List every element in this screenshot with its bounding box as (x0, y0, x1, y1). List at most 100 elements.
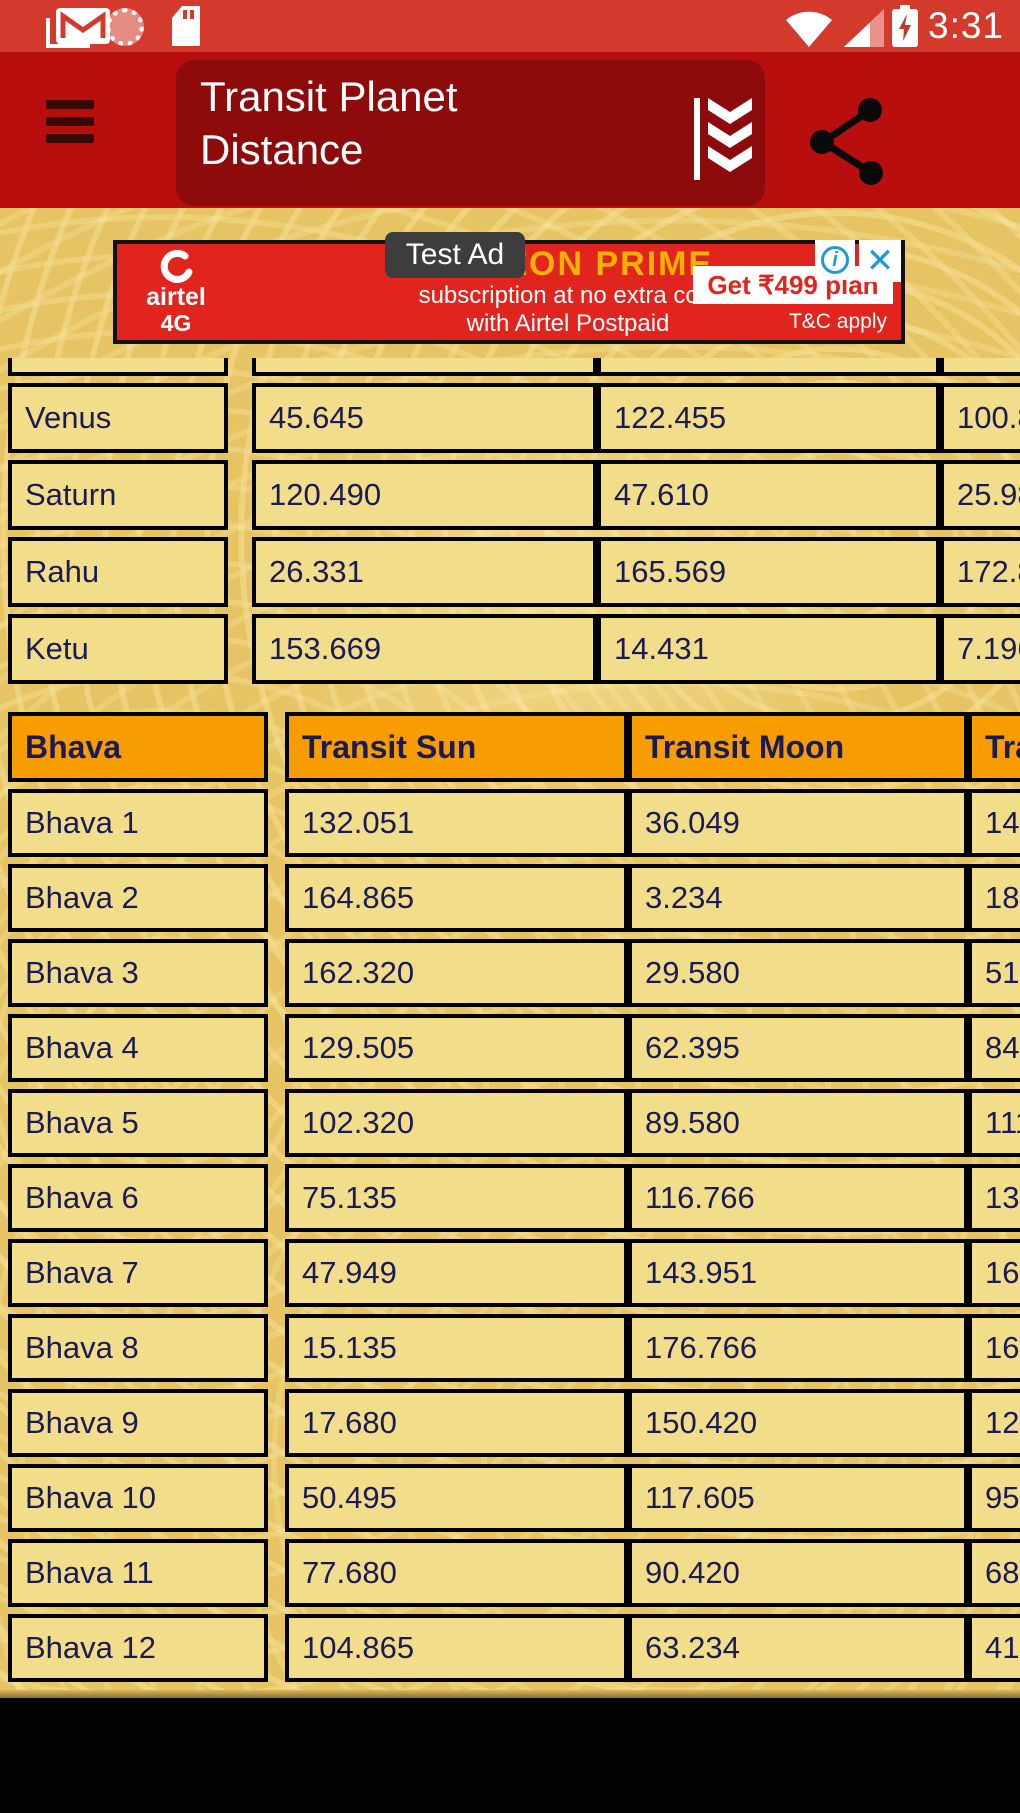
bhava-value-cell: 95. (968, 1464, 1020, 1532)
bhava-value-cell: 62.395 (628, 1014, 968, 1082)
table-row: Bhava 1 132.051 36.049 14. (8, 789, 1020, 857)
share-button[interactable] (806, 96, 888, 188)
menu-button[interactable] (46, 100, 94, 144)
gmail-notification-icon (46, 8, 110, 48)
bhava-value-cell: 15.135 (285, 1314, 628, 1382)
bhava-value-cell: 84. (968, 1014, 1020, 1082)
bhava-value-cell: 143.951 (628, 1239, 968, 1307)
table-row: Saturn 120.490 47.610 25.98 (8, 460, 1020, 530)
ad-brand-text: airtel (146, 282, 206, 311)
bhava-name-cell: Bhava 2 (8, 864, 268, 932)
content-bottom-edge (0, 1690, 1020, 1698)
table-row: Venus 45.645 122.455 100.8 (8, 383, 1020, 453)
planet-value-cell: 120.490 (252, 460, 597, 530)
planet-value-cell: 100.8 (940, 383, 1020, 453)
planet-name-cell: Saturn (8, 460, 228, 530)
bhava-value-cell: 104.865 (285, 1614, 628, 1682)
bhava-col-header-cell: Transit Sun (285, 712, 628, 782)
app-bar: Transit Planet Distance (0, 52, 1020, 208)
planet-value-cell: 172.8 (940, 537, 1020, 607)
table-row: Bhava 6 75.135 116.766 138 (8, 1164, 1020, 1232)
chevrons-down-button[interactable] (694, 98, 754, 180)
bhava-value-cell: 162.320 (285, 939, 628, 1007)
clipped-row (8, 358, 1020, 376)
ad-line2: with Airtel Postpaid (466, 310, 670, 337)
page-title-line2: Distance (200, 126, 364, 173)
table-row: Bhava 7 47.949 143.951 16. (8, 1239, 1020, 1307)
bhava-value-cell: 102.320 (285, 1089, 628, 1157)
bhava-value-cell: 117.605 (628, 1464, 968, 1532)
bhava-value-cell: 90.420 (628, 1539, 968, 1607)
cell-signal-icon (844, 9, 884, 47)
bhava-value-cell: 3.234 (628, 864, 968, 932)
bhava-name-cell: Bhava 4 (8, 1014, 268, 1082)
bhava-value-cell: 16. (968, 1239, 1020, 1307)
chevrons-down-icon (694, 98, 752, 180)
planet-value-cell: 45.645 (252, 383, 597, 453)
bhava-name-cell: Bhava 12 (8, 1614, 268, 1682)
airtel-swirl-icon (160, 249, 193, 283)
planet-value-cell: 153.669 (252, 614, 597, 684)
bhava-name-cell: Bhava 1 (8, 789, 268, 857)
table-row: Bhava 3 162.320 29.580 51. (8, 939, 1020, 1007)
bhava-value-cell: 41. (968, 1614, 1020, 1682)
bhava-col-header-cell: Tra (968, 712, 1020, 782)
bhava-name-cell: Bhava 8 (8, 1314, 268, 1382)
bhava-value-cell: 138 (968, 1164, 1020, 1232)
clock-text: 3:31 (928, 5, 1005, 46)
table-row: Bhava 11 77.680 90.420 68. (8, 1539, 1020, 1607)
bhava-value-cell: 17.680 (285, 1389, 628, 1457)
title-panel: Transit Planet Distance (176, 60, 765, 206)
bhava-value-cell: 176.766 (628, 1314, 968, 1382)
bhava-table[interactable]: Bhava Transit Sun Transit Moon Tra Bhava… (8, 712, 1020, 1682)
table-row: Bhava 8 15.135 176.766 161 (8, 1314, 1020, 1382)
table-row: Bhava 12 104.865 63.234 41. (8, 1614, 1020, 1682)
bhava-value-cell: 132.051 (285, 789, 628, 857)
page-title-line1: Transit Planet (200, 73, 458, 120)
bhava-name-cell: Bhava 5 (8, 1089, 268, 1157)
ad-info-button[interactable]: i (815, 240, 855, 280)
bhava-name-cell: Bhava 11 (8, 1539, 268, 1607)
planet-value-cell: 47.610 (597, 460, 940, 530)
bhava-value-cell: 51. (968, 939, 1020, 1007)
bhava-header-cell: Bhava (8, 712, 268, 782)
content-area: airtel 4G AMAZON PRIME subscription at n… (0, 208, 1020, 1698)
table-header-row: Bhava Transit Sun Transit Moon Tra (8, 712, 1020, 782)
bhava-col-header-cell: Transit Moon (628, 712, 968, 782)
navigation-bar (0, 1698, 1020, 1813)
bhava-value-cell: 89.580 (628, 1089, 968, 1157)
airtel-logo: airtel 4G (117, 244, 235, 340)
bhava-value-cell: 50.495 (285, 1464, 628, 1532)
bhava-value-cell: 128 (968, 1389, 1020, 1457)
sd-card-icon (172, 6, 200, 46)
bhava-value-cell: 68. (968, 1539, 1020, 1607)
bhava-name-cell: Bhava 3 (8, 939, 268, 1007)
planet-value-cell: 25.98 (940, 460, 1020, 530)
bhava-name-cell: Bhava 10 (8, 1464, 268, 1532)
table-row: Bhava 5 102.320 89.580 111 (8, 1089, 1020, 1157)
planet-name-cell: Ketu (8, 614, 228, 684)
bhava-value-cell: 47.949 (285, 1239, 628, 1307)
planet-value-cell: 14.431 (597, 614, 940, 684)
bhava-value-cell: 75.135 (285, 1164, 628, 1232)
ad-terms-text: T&C apply (788, 310, 887, 333)
table-row: Bhava 10 50.495 117.605 95. (8, 1464, 1020, 1532)
ad-brand-sub-text: 4G (160, 309, 192, 336)
planet-table[interactable]: Venus 45.645 122.455 100.8 Saturn 120.49… (8, 358, 1020, 684)
planet-value-cell: 26.331 (252, 537, 597, 607)
bhava-value-cell: 129.505 (285, 1014, 628, 1082)
status-bar: 3:31 (0, 0, 1020, 52)
ad-close-button[interactable]: ✕ (859, 240, 901, 282)
bhava-value-cell: 36.049 (628, 789, 968, 857)
hamburger-icon (46, 100, 94, 109)
table-row: Bhava 4 129.505 62.395 84. (8, 1014, 1020, 1082)
wifi-icon (786, 11, 832, 47)
sync-spinner-icon (106, 8, 144, 46)
close-icon: ✕ (865, 242, 895, 280)
ad-banner[interactable]: airtel 4G AMAZON PRIME subscription at n… (113, 232, 905, 344)
share-icon (810, 98, 883, 185)
table-row: Rahu 26.331 165.569 172.8 (8, 537, 1020, 607)
test-ad-badge: Test Ad (385, 232, 525, 278)
bhava-name-cell: Bhava 7 (8, 1239, 268, 1307)
